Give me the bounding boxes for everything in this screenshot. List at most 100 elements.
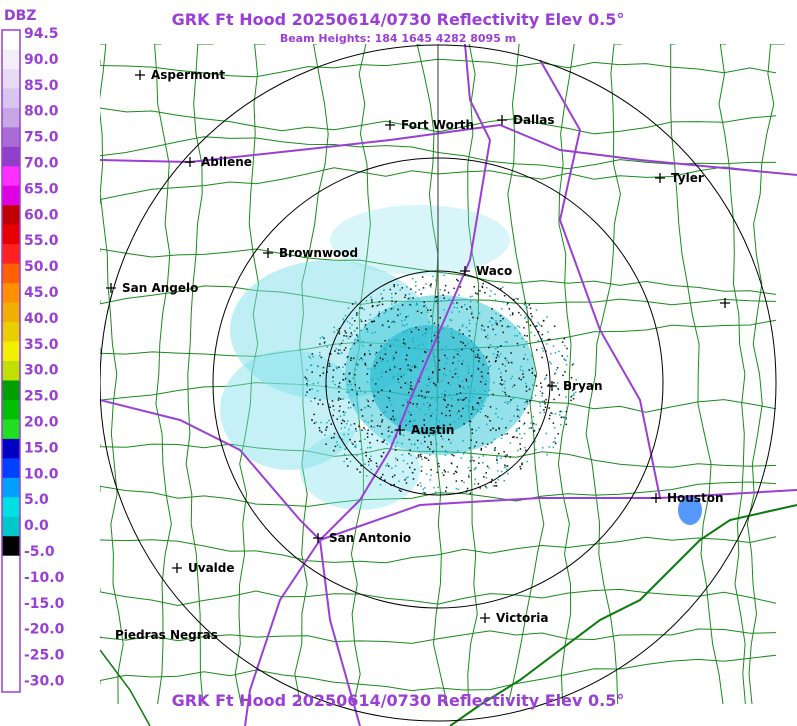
echo-pixel (409, 402, 411, 404)
echo-pixel (525, 315, 527, 318)
echo-pixel (512, 397, 514, 400)
city-marker (651, 493, 661, 503)
color-swatch (2, 458, 20, 479)
echo-pixel (420, 470, 423, 472)
echo-pixel (441, 348, 443, 350)
echo-pixel (457, 450, 459, 452)
county-line (185, 44, 214, 705)
echo-pixel (532, 415, 535, 418)
echo-pixel (416, 303, 419, 306)
echo-pixel (505, 393, 507, 396)
echo-pixel (451, 311, 453, 313)
echo-pixel (519, 448, 522, 450)
echo-pixel (496, 458, 498, 460)
echo-pixel (424, 396, 426, 399)
echo-pixel (450, 462, 453, 464)
echo-pixel (346, 356, 349, 358)
echo-pixel (437, 292, 440, 295)
echo-pixel (364, 364, 367, 366)
echo-pixel (338, 366, 340, 369)
echo-pixel (480, 407, 483, 410)
echo-pixel (375, 462, 378, 465)
echo-pixel (328, 359, 330, 362)
echo (678, 495, 702, 525)
echo-pixel (441, 437, 444, 440)
echo-pixel (516, 436, 518, 439)
echo-pixel (349, 322, 351, 324)
echo-pixel (471, 396, 474, 398)
echo-pixel (557, 388, 560, 390)
echo-pixel (370, 299, 373, 301)
echo-pixel (528, 388, 531, 391)
echo-pixel (502, 317, 504, 320)
echo-pixel (381, 441, 383, 443)
echo-pixel (351, 441, 353, 444)
legend-label: 0.0 (24, 518, 49, 534)
echo-pixel (476, 410, 479, 413)
echo-pixel (474, 292, 477, 294)
echo-pixel (442, 294, 444, 296)
echo-pixel (425, 306, 428, 309)
echo-pixel (457, 376, 459, 378)
echo-pixel (479, 487, 481, 489)
echo-pixel (373, 320, 376, 322)
county-line (557, 44, 575, 705)
echo-pixel (405, 381, 408, 383)
echo-pixel (445, 362, 447, 365)
echo-pixel (387, 426, 390, 429)
echo-pixel (353, 320, 356, 322)
echo-pixel (346, 420, 349, 422)
echo-pixel (417, 484, 419, 486)
echo-pixel (522, 370, 524, 372)
echo-pixel (486, 416, 489, 418)
echo-pixel (442, 425, 444, 428)
echo-pixel (484, 414, 487, 417)
echo-pixel (428, 409, 431, 411)
echo-pixel (465, 405, 468, 407)
echo-pixel (390, 418, 392, 420)
echo-pixel (534, 374, 536, 377)
echo-pixel (400, 490, 402, 492)
echo-pixel (491, 441, 494, 444)
echo-pixel (473, 460, 475, 462)
color-swatch (2, 477, 20, 498)
echo-pixel (450, 319, 453, 322)
echo-pixel (384, 353, 387, 355)
echo-pixel (374, 331, 376, 334)
echo-pixel (349, 327, 351, 329)
echo-pixel (555, 369, 558, 371)
echo-pixel (394, 366, 397, 369)
echo-pixel (539, 382, 542, 384)
echo-pixel (505, 465, 507, 468)
echo-pixel (345, 335, 348, 337)
echo-pixel (371, 378, 374, 381)
echo-pixel (543, 409, 545, 411)
echo-pixel (388, 339, 390, 341)
echo-pixel (501, 308, 503, 310)
color-swatch (2, 283, 20, 304)
echo-pixel (359, 318, 362, 321)
echo-pixel (456, 466, 459, 468)
echo-pixel (565, 385, 568, 387)
echo-pixel (319, 354, 321, 357)
echo-pixel (467, 474, 470, 476)
echo-pixel (333, 331, 336, 333)
echo-pixel (417, 328, 420, 331)
echo-pixel (477, 353, 479, 356)
echo-pixel (470, 313, 473, 315)
echo-pixel (367, 421, 369, 424)
echo-pixel (397, 308, 399, 311)
echo-pixel (403, 374, 405, 376)
echo (330, 205, 510, 275)
echo-pixel (392, 355, 394, 358)
echo-pixel (495, 485, 498, 487)
echo-pixel (469, 330, 471, 332)
echo-pixel (367, 460, 370, 463)
echo-pixel (520, 378, 522, 381)
echo-pixel (482, 363, 485, 366)
echo-pixel (477, 483, 480, 485)
echo-pixel (380, 293, 382, 295)
echo-pixel (355, 444, 357, 447)
echo-pixel (393, 285, 395, 288)
echo-pixel (570, 396, 572, 398)
